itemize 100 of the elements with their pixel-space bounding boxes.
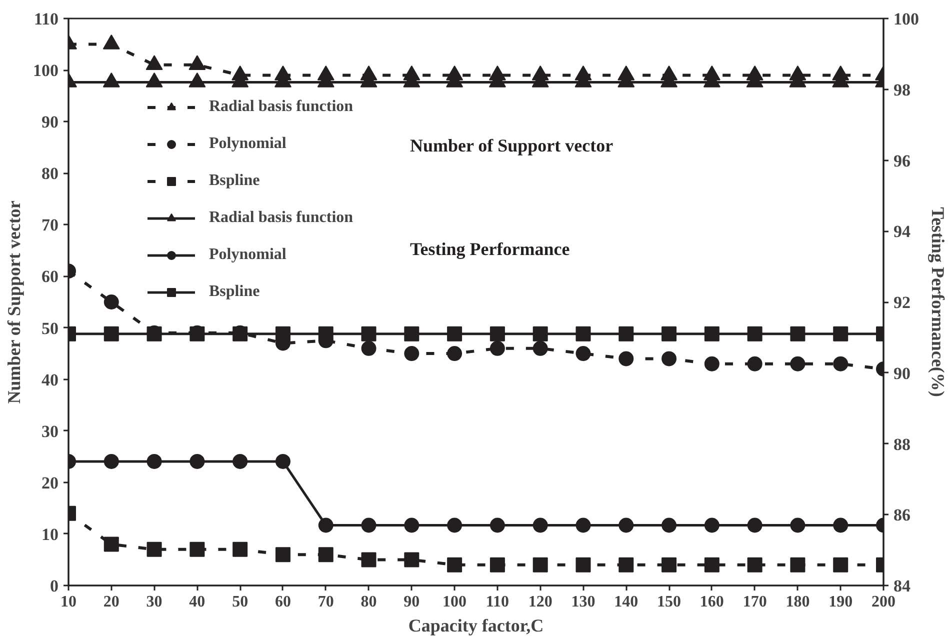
point	[490, 340, 505, 356]
y-tick-label: 40	[42, 370, 58, 390]
point	[188, 55, 206, 70]
point	[747, 326, 762, 342]
point	[618, 518, 634, 533]
point	[275, 547, 290, 562]
point	[404, 552, 420, 568]
y-tick-label: 100	[33, 61, 58, 80]
x-tick-label: 30	[146, 594, 162, 610]
point	[747, 557, 762, 572]
point	[102, 34, 120, 50]
point	[361, 518, 376, 533]
point	[532, 557, 548, 572]
point	[790, 557, 806, 572]
x-tick-label: 150	[657, 594, 682, 610]
point	[232, 454, 248, 469]
y2-tick-label: 88	[894, 434, 910, 454]
point	[361, 340, 376, 356]
point	[790, 326, 806, 342]
x-tick-label: 120	[528, 594, 552, 610]
y2-tick-label: 96	[894, 151, 910, 170]
point	[404, 346, 420, 362]
point	[704, 518, 720, 533]
y-axis-title: Number of Support vector	[4, 200, 24, 404]
legend-label: Polynomial	[209, 245, 286, 265]
y-tick-label: 50	[42, 318, 58, 338]
legend-label: Radial basis function	[209, 97, 354, 117]
point	[833, 326, 848, 342]
point	[188, 72, 206, 88]
point	[833, 557, 848, 572]
legend-label: Bspline	[209, 171, 260, 191]
point	[146, 454, 162, 469]
y2-tick-label: 86	[894, 506, 910, 525]
point	[318, 518, 334, 533]
y-tick-label: 10	[42, 524, 58, 544]
x-tick-label: 140	[614, 594, 638, 610]
y-tick-label: 110	[34, 10, 58, 28]
x-tick-label: 50	[232, 594, 248, 610]
x-tick-label: 80	[360, 594, 377, 610]
point	[447, 557, 462, 572]
point	[447, 346, 462, 362]
y-tick-label: 30	[42, 422, 58, 441]
y2-axis-title: Testing Performance(%)	[928, 207, 948, 397]
x-tick-label: 100	[442, 594, 467, 610]
point	[404, 326, 420, 342]
legend-label: Bspline	[209, 282, 260, 302]
point	[490, 557, 505, 572]
point	[662, 557, 677, 572]
point	[102, 72, 120, 88]
point	[747, 356, 762, 372]
point	[618, 557, 634, 572]
point	[447, 326, 462, 342]
x-tick-label: 90	[404, 594, 420, 610]
point	[104, 294, 119, 310]
point	[104, 454, 119, 469]
point	[104, 536, 119, 552]
point	[833, 518, 848, 533]
point	[146, 72, 163, 88]
point	[146, 55, 163, 70]
point	[318, 547, 334, 562]
point	[704, 326, 720, 342]
point	[490, 326, 505, 342]
point	[404, 518, 420, 533]
y-tick-label: 80	[42, 164, 58, 184]
y2-tick-label: 90	[894, 364, 910, 383]
point	[662, 351, 677, 366]
point	[447, 518, 462, 533]
y2-tick-label: 92	[894, 293, 910, 312]
annotation: Number of Support vector	[410, 135, 614, 156]
x-tick-label: 70	[318, 594, 334, 610]
point	[361, 326, 376, 342]
x-tick-label: 40	[189, 594, 206, 610]
point	[704, 356, 720, 372]
point	[576, 326, 591, 342]
point	[190, 542, 205, 557]
point	[104, 326, 119, 342]
y2-tick-label: 94	[894, 222, 911, 242]
point	[747, 518, 762, 533]
point	[146, 542, 162, 557]
point	[532, 340, 548, 356]
y2-tick-label: 100	[894, 10, 919, 28]
point	[532, 518, 548, 533]
x-axis-title: Capacity factor,C	[408, 616, 544, 636]
point	[490, 518, 505, 533]
x-tick-label: 20	[103, 594, 120, 610]
point	[662, 518, 677, 533]
x-tick-label: 170	[742, 594, 767, 610]
point	[790, 356, 806, 372]
y-tick-label: 90	[42, 112, 58, 132]
point	[704, 557, 720, 572]
point	[662, 326, 677, 342]
x-tick-label: 130	[571, 594, 596, 610]
annotation: Testing Performance	[410, 239, 570, 260]
point	[275, 326, 290, 342]
point	[361, 552, 376, 568]
legend-label: Radial basis function	[209, 208, 354, 228]
point	[618, 326, 634, 342]
x-tick-label: 190	[828, 594, 853, 610]
point	[576, 518, 591, 533]
y2-tick-label: 98	[894, 80, 910, 100]
